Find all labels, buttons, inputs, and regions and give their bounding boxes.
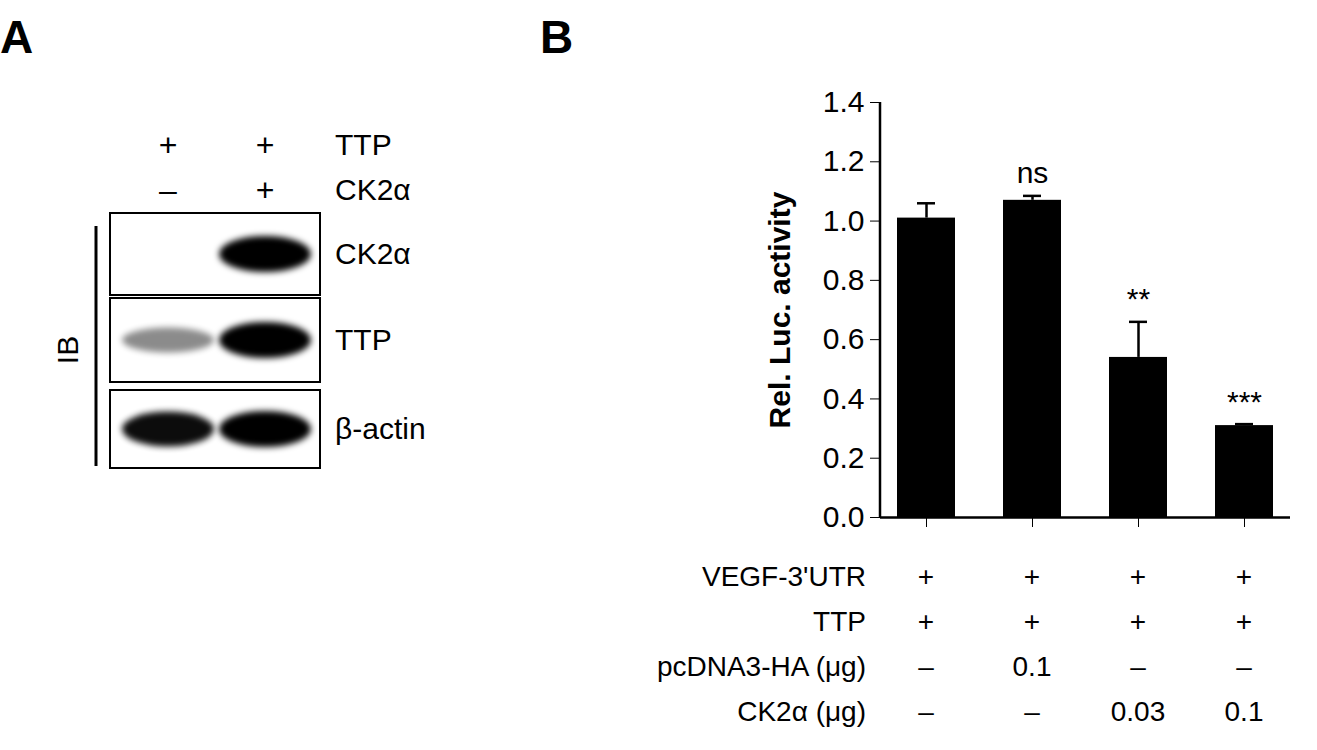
svg-text:***: *** bbox=[1227, 385, 1262, 418]
html-text:β-actin: β-actin bbox=[335, 412, 426, 445]
html-text:TTP: TTP bbox=[335, 128, 392, 161]
html-text:VEGF-3'UTR: VEGF-3'UTR bbox=[702, 561, 866, 592]
svg-text:0.6: 0.6 bbox=[823, 322, 865, 355]
html-text:0.1: 0.1 bbox=[1012, 651, 1052, 682]
html-text:B: B bbox=[540, 11, 574, 63]
svg-text:**: ** bbox=[1127, 282, 1151, 315]
html-text:TTP: TTP bbox=[335, 323, 392, 356]
svg-text:0.8: 0.8 bbox=[823, 263, 865, 296]
svg-text:1.2: 1.2 bbox=[823, 144, 865, 177]
html-text:CK2α: CK2α bbox=[335, 173, 411, 206]
html-text:CK2α: CK2α bbox=[335, 237, 411, 270]
html-text:0.03: 0.03 bbox=[1110, 696, 1166, 727]
html-text:pcDNA3-HA (μg): pcDNA3-HA (μg) bbox=[656, 651, 866, 682]
svg-text:ns: ns bbox=[1017, 156, 1049, 189]
svg-text:1.4: 1.4 bbox=[823, 85, 865, 118]
svg-text:0.0: 0.0 bbox=[823, 500, 865, 533]
html-text:0.1: 0.1 bbox=[1224, 696, 1264, 727]
html-text:TTP: TTP bbox=[813, 606, 866, 637]
svg-text:1.0: 1.0 bbox=[823, 204, 865, 237]
html-text:A: A bbox=[0, 11, 34, 63]
svg-text:Rel. Luc. activity: Rel. Luc. activity bbox=[763, 191, 796, 428]
svg-text:0.4: 0.4 bbox=[823, 382, 865, 415]
html-text:CK2α (μg): CK2α (μg) bbox=[737, 696, 866, 727]
html-text:IB: IB bbox=[51, 335, 84, 365]
svg-text:0.2: 0.2 bbox=[823, 441, 865, 474]
